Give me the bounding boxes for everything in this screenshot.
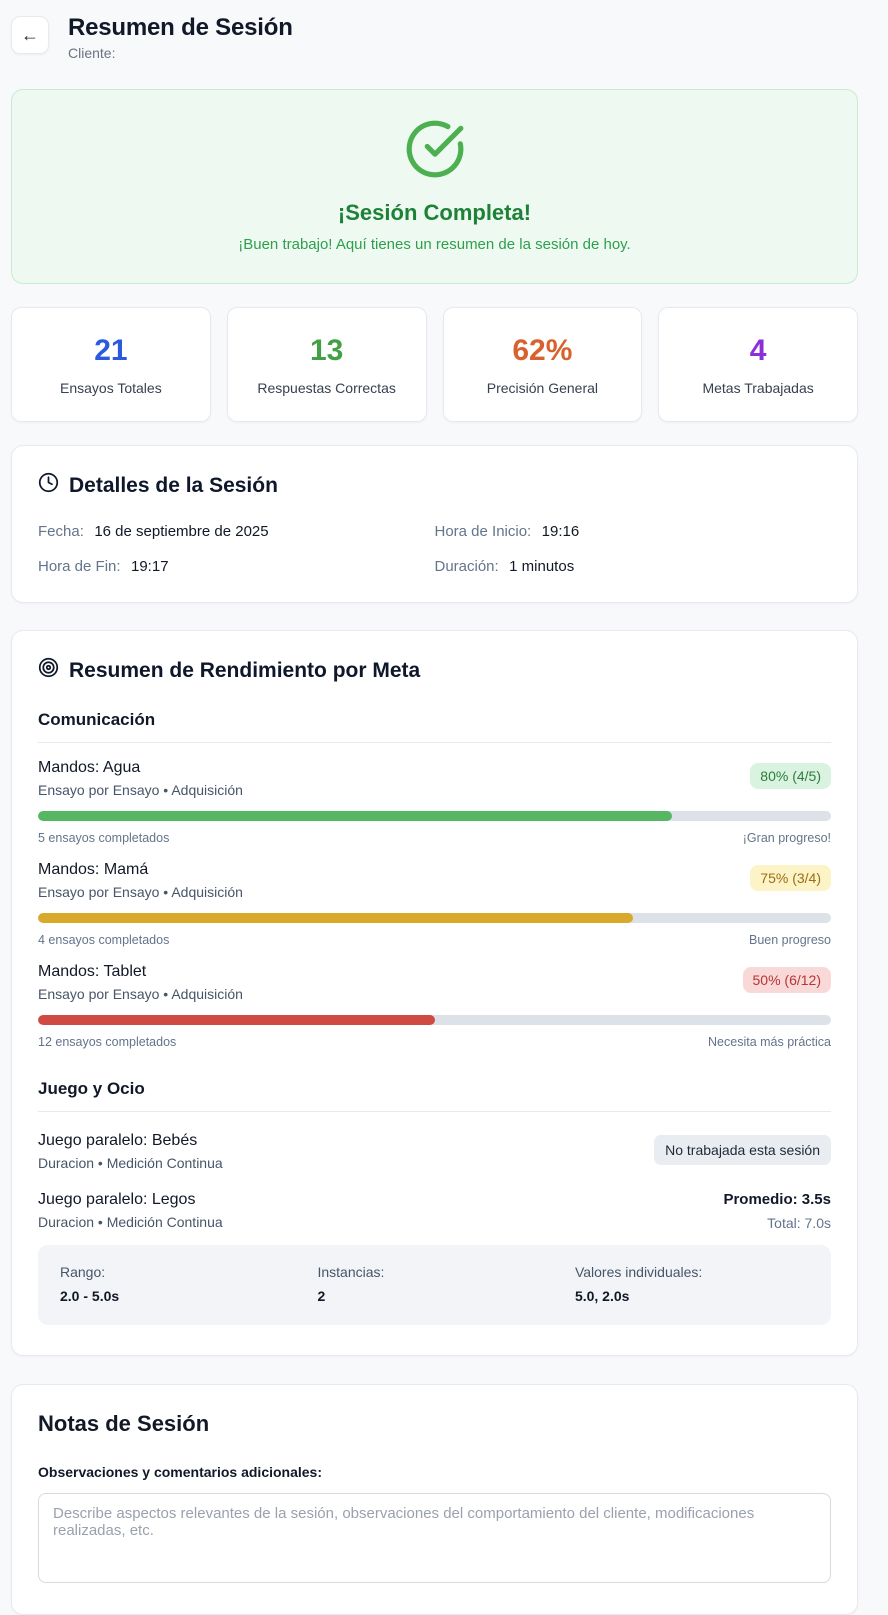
banner-subtitle: ¡Buen trabajo! Aquí tienes un resumen de… xyxy=(238,236,631,253)
goal-row-mandos-agua: Mandos: Agua Ensayo por Ensayo • Adquisi… xyxy=(38,759,831,845)
performance-card: Resumen de Rendimiento por Meta Comunica… xyxy=(11,630,858,1356)
check-circle-icon xyxy=(32,118,837,180)
stat-card-correct-responses: 13 Respuestas Correctas xyxy=(226,307,427,422)
duration-stat-instancias: Instancias: 2 xyxy=(317,1264,385,1304)
goal-row-juego-bebes: Juego paralelo: Bebés Duracion • Medició… xyxy=(38,1132,831,1171)
notes-title: Notas de Sesión xyxy=(38,1411,210,1436)
detail-field-duracion: Duración: 1 minutos xyxy=(434,558,575,575)
accuracy-badge: 80% (4/5) xyxy=(750,763,831,789)
section-title-juego-y-ocio: Juego y Ocio xyxy=(38,1079,145,1098)
accuracy-badge: 75% (3/4) xyxy=(750,865,831,891)
duration-stat-rango: Rango: 2.0 - 5.0s xyxy=(60,1264,120,1304)
client-label: Cliente: xyxy=(68,45,116,61)
progress-bar xyxy=(38,913,831,923)
stat-value: 21 xyxy=(94,334,128,367)
header-titles: Resumen de Sesión Cliente: xyxy=(68,14,293,61)
goal-row-juego-legos: Juego paralelo: Legos Duracion • Medició… xyxy=(38,1191,831,1231)
goal-meta: Duracion • Medición Continua xyxy=(38,1155,223,1171)
header: ← Resumen de Sesión Cliente: xyxy=(11,14,858,61)
goal-row-mandos-mama: Mandos: Mamá Ensayo por Ensayo • Adquisi… xyxy=(38,861,831,947)
notes-label: Observaciones y comentarios adicionales: xyxy=(38,1464,323,1480)
goal-meta: Duracion • Medición Continua xyxy=(38,1214,223,1230)
not-worked-badge: No trabajada esta sesión xyxy=(654,1135,831,1165)
goal-name: Juego paralelo: Legos xyxy=(38,1191,196,1208)
session-details-title: Detalles de la Sesión xyxy=(38,472,831,499)
stat-label: Respuestas Correctas xyxy=(257,380,396,396)
target-icon xyxy=(38,657,59,684)
stat-value: 4 xyxy=(749,334,767,367)
goal-name: Mandos: Tablet xyxy=(38,963,147,980)
progress-bar xyxy=(38,811,831,821)
session-details-card: Detalles de la Sesión Fecha: 16 de septi… xyxy=(11,445,858,603)
duration-stats-box: Rango: 2.0 - 5.0s Instancias: 2 Valores … xyxy=(38,1245,831,1325)
progress-note: Buen progreso xyxy=(748,933,831,947)
page-title: Resumen de Sesión xyxy=(68,14,293,41)
back-button[interactable]: ← xyxy=(11,16,49,54)
stat-label: Ensayos Totales xyxy=(60,380,162,396)
stat-label: Metas Trabajadas xyxy=(702,380,814,396)
section-title-comunicacion: Comunicación xyxy=(38,710,156,729)
trials-completed-note: 12 ensayos completados xyxy=(38,1035,177,1049)
stat-card-total-trials: 21 Ensayos Totales xyxy=(11,307,211,422)
goal-meta: Ensayo por Ensayo • Adquisición xyxy=(38,884,243,900)
trials-completed-note: 5 ensayos completados xyxy=(38,831,170,845)
stat-value: 13 xyxy=(309,334,344,367)
accuracy-badge: 50% (6/12) xyxy=(742,967,831,993)
duration-stat-valores: Valores individuales: 5.0, 2.0s xyxy=(574,1264,703,1304)
progress-bar xyxy=(38,1015,831,1025)
average-duration: Promedio: 3.5s xyxy=(723,1191,831,1208)
session-notes-card: Notas de Sesión Observaciones y comentar… xyxy=(11,1384,858,1615)
arrow-left-icon: ← xyxy=(21,24,39,45)
stat-label: Precisión General xyxy=(486,380,599,396)
detail-field-hora-inicio: Hora de Inicio: 19:16 xyxy=(434,523,580,540)
detail-field-fecha: Fecha: 16 de septiembre de 2025 xyxy=(38,523,269,540)
goal-meta: Ensayo por Ensayo • Adquisición xyxy=(38,986,243,1002)
session-complete-banner: ¡Sesión Completa! ¡Buen trabajo! Aquí ti… xyxy=(11,89,858,284)
goal-row-mandos-tablet: Mandos: Tablet Ensayo por Ensayo • Adqui… xyxy=(38,963,831,1049)
progress-bar-fill xyxy=(38,913,633,923)
progress-bar-fill xyxy=(38,811,673,821)
progress-note: ¡Gran progreso! xyxy=(742,831,831,845)
progress-bar-fill xyxy=(38,1015,435,1025)
goal-meta: Ensayo por Ensayo • Adquisición xyxy=(38,782,243,798)
stat-card-accuracy: 62% Precisión General xyxy=(442,307,643,422)
goal-name: Mandos: Agua xyxy=(38,759,141,776)
details-grid: Fecha: 16 de septiembre de 2025 Hora de … xyxy=(38,523,831,576)
notes-textarea[interactable] xyxy=(38,1493,831,1583)
divider xyxy=(38,1111,831,1112)
clock-icon xyxy=(38,472,59,499)
divider xyxy=(38,742,831,743)
detail-field-hora-fin: Hora de Fin: 19:17 xyxy=(38,558,169,575)
progress-note: Necesita más práctica xyxy=(708,1035,831,1049)
goal-name: Mandos: Mamá xyxy=(38,861,149,878)
stat-card-goals-worked: 4 Metas Trabajadas xyxy=(658,307,858,422)
goal-name: Juego paralelo: Bebés xyxy=(38,1132,198,1149)
performance-title: Resumen de Rendimiento por Meta xyxy=(38,657,831,684)
banner-title: ¡Sesión Completa! xyxy=(337,200,532,225)
total-duration: Total: 7.0s xyxy=(767,1215,831,1231)
trials-completed-note: 4 ensayos completados xyxy=(38,933,170,947)
stats-row: 21 Ensayos Totales 13 Respuestas Correct… xyxy=(11,307,858,422)
stat-value: 62% xyxy=(512,334,573,367)
